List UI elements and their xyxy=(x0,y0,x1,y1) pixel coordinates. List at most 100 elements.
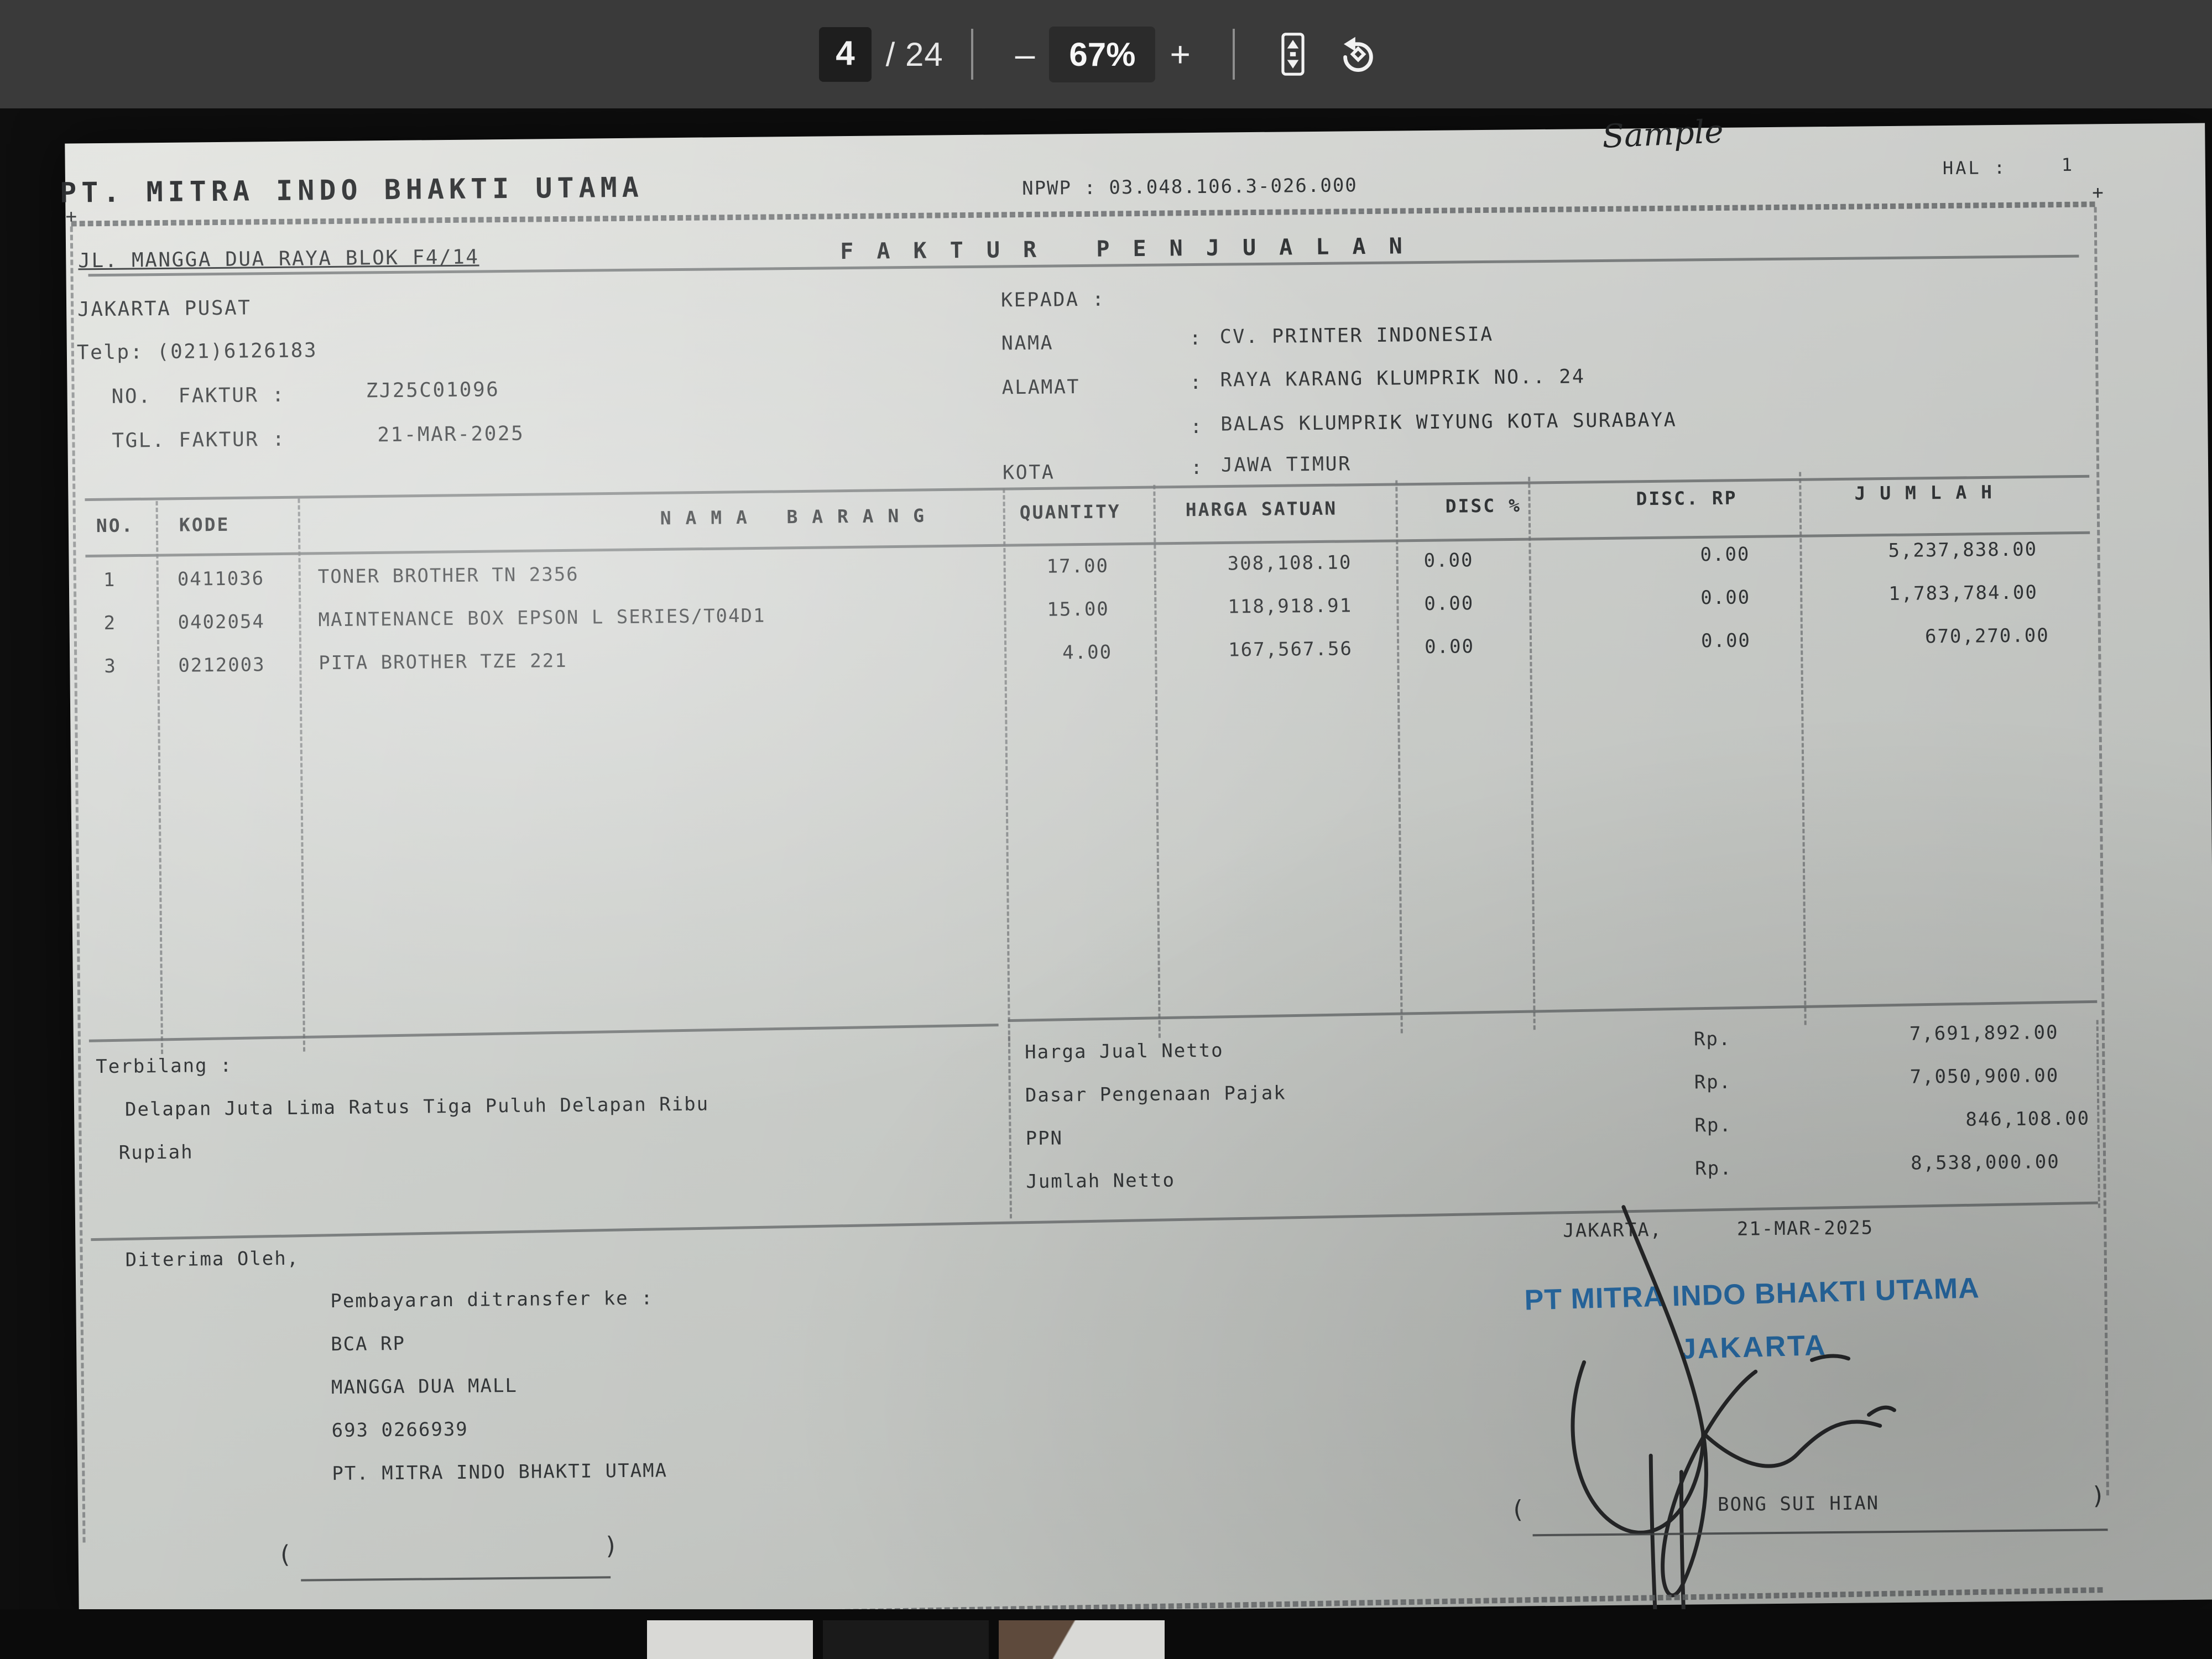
company-stamp: PT MITRA INDO BHAKTI UTAMA JAKARTA xyxy=(1524,1271,1981,1370)
document-title: F A K T U R P E N J U A L A N xyxy=(839,233,1407,265)
cell-quantity: 4.00 xyxy=(1062,641,1113,664)
col-sep-no xyxy=(155,501,164,1055)
seller-street: JL. MANGGA DUA RAYA BLOK F4/14 xyxy=(78,246,479,273)
table-row[interactable]: 2 0402054 MAINTENANCE BOX EPSON L SERIES… xyxy=(65,123,2205,634)
col-header-harga: HARGA SATUAN xyxy=(1185,497,1338,521)
pdf-page-viewport[interactable]: Sample PT. MITRA INDO BHAKTI UTAMA NPWP … xyxy=(0,108,2212,1659)
hal-label: HAL : xyxy=(1942,156,2007,179)
zoom-controls-group: – 67% + xyxy=(1001,26,1205,82)
zoom-in-button[interactable]: + xyxy=(1170,34,1191,74)
cell-quantity: 17.00 xyxy=(1046,555,1109,578)
total-currency-2: Rp. xyxy=(1694,1071,1732,1094)
total-currency-1: Rp. xyxy=(1693,1027,1731,1051)
company-name: PT. MITRA INDO BHAKTI UTAMA xyxy=(59,171,644,209)
alamat-colon-2: : xyxy=(1190,415,1204,439)
table-header-bottom-rule xyxy=(85,531,2090,558)
col-header-nama: N A M A B A R A N G xyxy=(660,504,926,529)
signature-paren-close-right: ) xyxy=(2090,1481,2107,1510)
cell-jumlah: 1,783,784.00 xyxy=(1888,581,2038,606)
terbilang-line2: Rupiah xyxy=(118,1141,194,1164)
col-header-disc-pct: DISC % xyxy=(1445,494,1522,517)
nama-label: NAMA xyxy=(1001,332,1054,355)
col-sep-discrp xyxy=(1799,472,1807,1025)
col-header-quantity: QUANTITY xyxy=(1019,500,1121,524)
col-header-no: NO. xyxy=(96,514,134,537)
cell-disc-rp: 0.00 xyxy=(1700,543,1750,566)
col-sep-kode xyxy=(298,498,306,1052)
cell-kode: 0411036 xyxy=(177,567,265,591)
cell-nama: PITA BROTHER TZE 221 xyxy=(319,649,567,675)
signer-name: BONG SUI HIAN xyxy=(1717,1492,1880,1516)
col-sep-quantity xyxy=(1153,484,1161,1038)
invoice-date-label: TGL. FAKTUR : xyxy=(112,427,286,452)
terbilang-label: Terbilang : xyxy=(96,1054,233,1078)
cell-harga: 308,108.10 xyxy=(1227,551,1352,575)
stamp-line-2: JAKARTA xyxy=(1679,1329,1828,1365)
frame-left-border xyxy=(70,226,86,1543)
invoice-content: Sample PT. MITRA INDO BHAKTI UTAMA NPWP … xyxy=(60,112,2212,1659)
page-number-input[interactable]: 4 xyxy=(819,27,872,82)
border-corner-right: + xyxy=(2092,181,2104,204)
table-bottom-rule-left xyxy=(88,1024,999,1042)
border-corner-left: + xyxy=(65,205,77,228)
rotate-icon[interactable] xyxy=(1323,27,1393,81)
total-value-3: 846,108.00 xyxy=(1965,1107,2090,1131)
cell-harga: 167,567.56 xyxy=(1228,638,1353,661)
thumbnail-page-next[interactable] xyxy=(999,1620,1165,1659)
invoice-no-value: ZJ25C01096 xyxy=(366,378,500,403)
zoom-level-display[interactable]: 67% xyxy=(1049,26,1156,82)
cell-disc-pct: 0.00 xyxy=(1424,592,1474,615)
signature-line-right xyxy=(1532,1528,2108,1537)
npwp-label: NPWP : 03.048.106.3-026.000 xyxy=(1021,174,1358,200)
signature-paren-close-left: ) xyxy=(603,1532,620,1561)
kota-label: KOTA xyxy=(1002,461,1055,484)
total-value-1: 7,691,892.00 xyxy=(1909,1021,2059,1045)
terbilang-totals-divider xyxy=(1008,1036,1013,1219)
total-label-4: Jumlah Netto xyxy=(1026,1169,1176,1193)
thumbnail-page-current[interactable] xyxy=(823,1620,989,1659)
bank-account-holder: PT. MITRA INDO BHAKTI UTAMA xyxy=(332,1459,668,1485)
buyer-address-line1: RAYA KARANG KLUMPRIK NO.. 24 xyxy=(1220,366,1585,392)
signature-ink xyxy=(1571,1205,1896,1659)
nama-value: : xyxy=(1189,327,1203,350)
received-by-label: Diterima Oleh, xyxy=(125,1247,300,1271)
page-fit-icon[interactable] xyxy=(1262,27,1323,81)
page-navigation-group: 4 / 24 xyxy=(819,27,943,82)
invoice-no-label: NO. FAKTUR : xyxy=(111,383,286,408)
col-header-disc-rp: DISC. RP xyxy=(1636,487,1738,510)
cell-kode: 0402054 xyxy=(178,611,265,634)
total-currency-3: Rp. xyxy=(1694,1114,1733,1137)
seller-phone: Telp: (021)6126183 xyxy=(76,339,318,364)
bank-line-2: MANGGA DUA MALL xyxy=(331,1374,518,1399)
table-row[interactable]: 1 0411036 TONER BROTHER TN 2356 17.00 30… xyxy=(65,123,2205,591)
signature-paren-open-right: ( xyxy=(1510,1495,1526,1524)
zoom-out-button[interactable]: – xyxy=(1015,34,1035,74)
cell-kode: 0212003 xyxy=(178,654,265,677)
col-header-kode: KODE xyxy=(179,513,230,536)
page-total-label: / 24 xyxy=(885,35,943,73)
totals-right-divider xyxy=(2096,1020,2100,1208)
total-label-3: PPN xyxy=(1025,1127,1063,1150)
buyer-kota: JAWA TIMUR xyxy=(1220,453,1352,477)
cell-disc-pct: 0.00 xyxy=(1424,635,1475,659)
frame-right-border xyxy=(2094,207,2109,1496)
table-bottom-rule-right xyxy=(1008,1000,2098,1022)
total-label-2: Dasar Pengenaan Pajak xyxy=(1025,1082,1286,1107)
hal-value: 1 xyxy=(2061,154,2075,175)
cell-jumlah: 5,237,838.00 xyxy=(1888,538,2038,562)
table-header-top-rule xyxy=(85,474,2090,502)
table-row[interactable]: 3 0212003 PITA BROTHER TZE 221 4.00 167,… xyxy=(65,123,2205,677)
stamp-line-1: PT MITRA INDO BHAKTI UTAMA xyxy=(1524,1272,1980,1317)
page-thumbnail-strip[interactable] xyxy=(0,1609,2212,1659)
thumbnail-page-prev[interactable] xyxy=(647,1620,813,1659)
cell-quantity: 15.00 xyxy=(1047,598,1109,621)
kepada-label: KEPADA : xyxy=(1000,288,1105,312)
alamat-colon-1: : xyxy=(1190,371,1203,394)
table-body: 1 0411036 TONER BROTHER TN 2356 17.00 30… xyxy=(65,123,2205,677)
total-value-4: 8,538,000.00 xyxy=(1910,1151,2060,1175)
place-and-date: JAKARTA, 21-MAR-2025 xyxy=(1563,1217,1874,1242)
pdf-toolbar: 4 / 24 – 67% + xyxy=(0,0,2212,108)
signature-line-left xyxy=(301,1576,611,1582)
cell-disc-rp: 0.00 xyxy=(1700,586,1751,609)
cell-harga: 118,918.91 xyxy=(1228,594,1353,618)
